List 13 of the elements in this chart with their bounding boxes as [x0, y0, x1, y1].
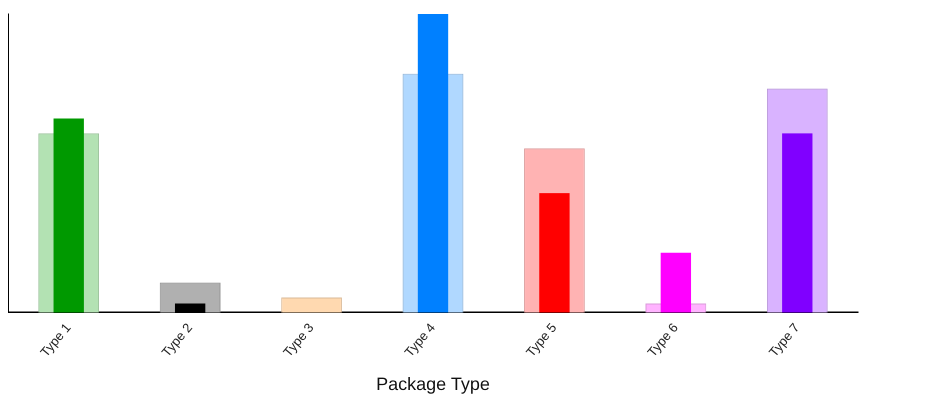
- bar: [418, 14, 448, 312]
- x-tick-label: Type 6: [644, 320, 681, 360]
- x-tick-label: Type 3: [280, 320, 317, 360]
- bar: [782, 133, 812, 312]
- x-tick-label: Type 1: [37, 320, 74, 360]
- x-tick-label: Type 4: [401, 320, 438, 360]
- x-tick-label: Type 5: [522, 320, 560, 360]
- x-axis-title: Package Type: [376, 374, 490, 394]
- bar: [539, 193, 570, 312]
- bar: [660, 252, 692, 312]
- x-tick-label: Type 2: [158, 320, 196, 360]
- bar: [54, 118, 84, 312]
- x-tick-label: Type 7: [766, 320, 802, 360]
